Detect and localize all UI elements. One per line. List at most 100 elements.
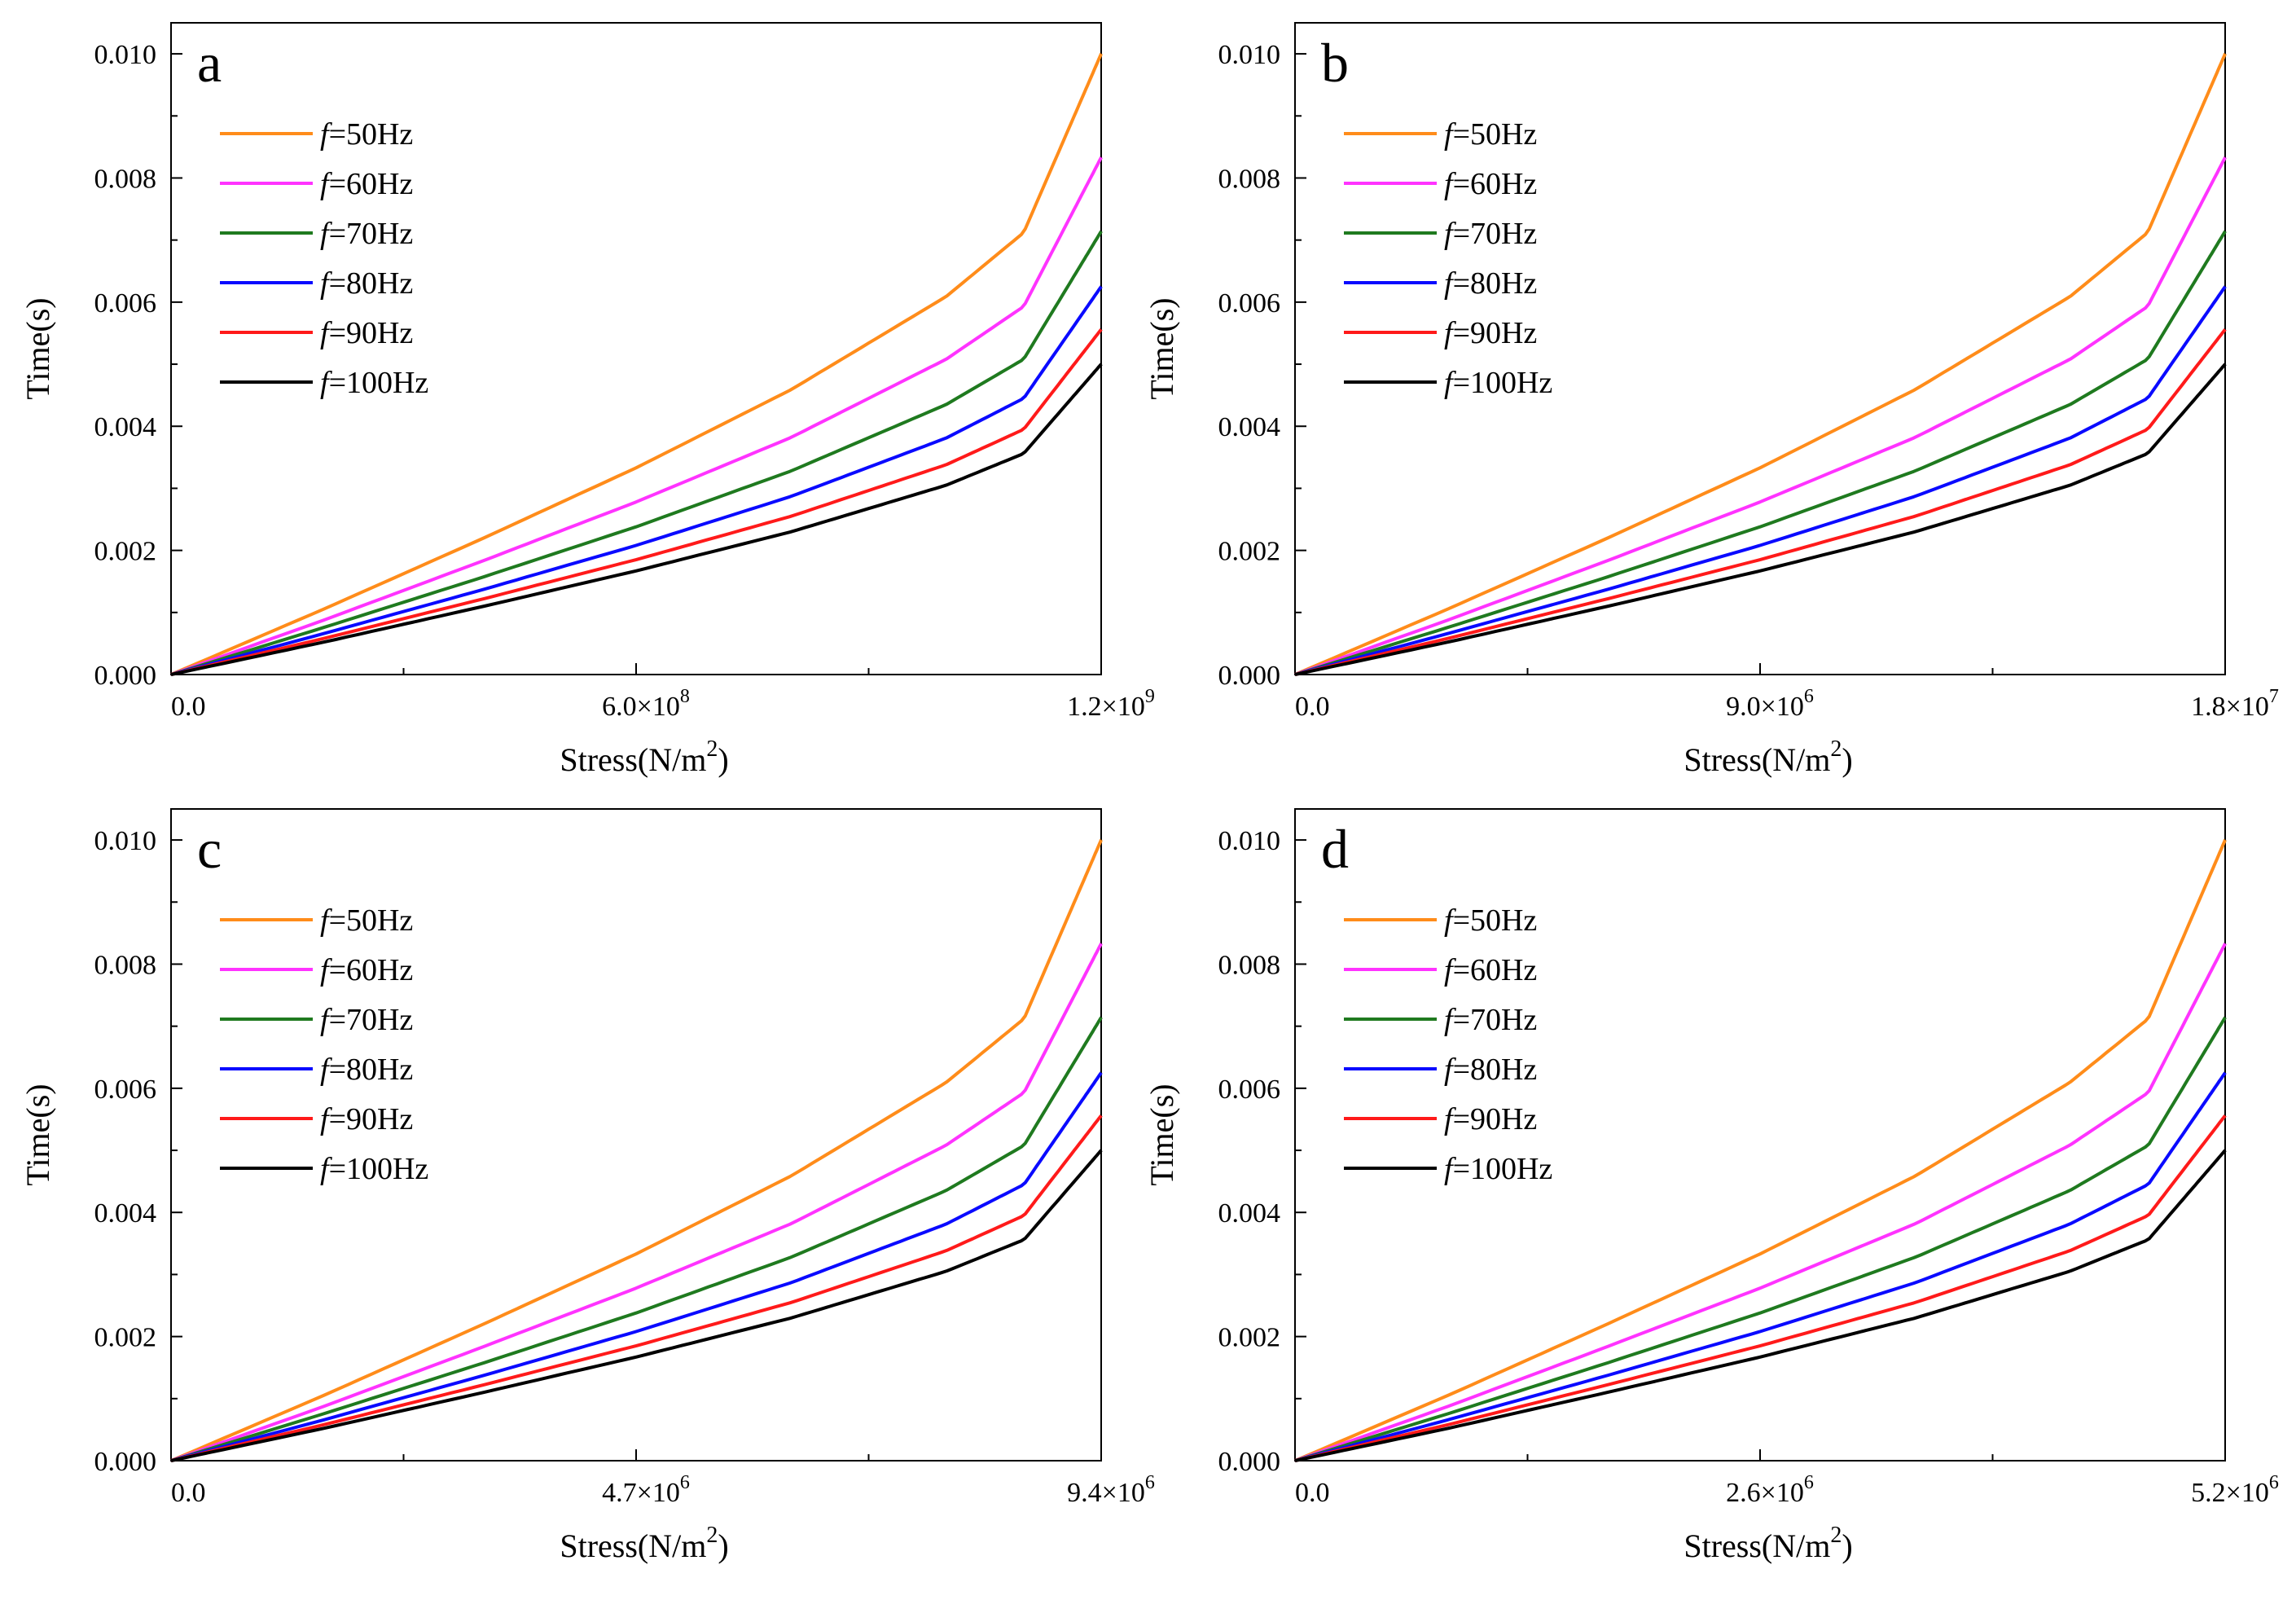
series-line-50hz	[170, 838, 1103, 1462]
x-tick-label: 2.6×106	[1726, 1472, 1814, 1508]
x-axis-label: Stress(N/m2)	[560, 736, 728, 778]
y-tick-label: 0.004	[94, 412, 157, 442]
legend-label-50hz: f=50Hz	[1444, 117, 1537, 152]
series-line-60hz	[170, 156, 1103, 676]
series-line-100hz	[1294, 363, 2227, 676]
y-tick-label: 0.006	[94, 1075, 157, 1105]
chart-panel-d: 0.000 0.002 0.004 0.006 0.008 0.010 0.0 2.6×106…	[1144, 808, 2279, 1564]
series-line-80hz	[1294, 284, 2227, 676]
series-line-60hz	[1294, 156, 2227, 676]
series-line-80hz	[1294, 1070, 2227, 1462]
series-line-100hz	[170, 1149, 1103, 1462]
legend-label-100hz: f=100Hz	[320, 366, 428, 400]
chart-panel-a: 0.000 0.002 0.004 0.006 0.008 0.010 0.0 6.0×108…	[20, 22, 1155, 778]
legend-label-90hz: f=90Hz	[320, 1102, 413, 1136]
x-tick-label: 0.0	[1295, 1478, 1330, 1508]
series-line-90hz	[1294, 327, 2227, 676]
legend-label-90hz: f=90Hz	[320, 316, 413, 350]
y-tick-label: 0.004	[94, 1198, 157, 1229]
chart-panel-b: 0.000 0.002 0.004 0.006 0.008 0.010 0.0 9.0×106…	[1144, 22, 2279, 778]
y-tick-label: 0.008	[94, 950, 157, 980]
x-axis-label: Stress(N/m2)	[1684, 1523, 1852, 1564]
series-line-50hz	[1294, 52, 2227, 676]
legend-label-50hz: f=50Hz	[320, 117, 413, 152]
x-tick-label: 5.2×106	[2191, 1472, 2279, 1508]
y-tick-label: 0.004	[1218, 412, 1281, 442]
legend-label-80hz: f=80Hz	[1444, 1053, 1537, 1087]
y-tick-label: 0.004	[1218, 1198, 1281, 1229]
legend-label-90hz: f=90Hz	[1444, 1102, 1537, 1136]
x-tick-label: 0.0	[171, 1478, 206, 1508]
series-line-90hz	[170, 1114, 1103, 1462]
legend-label-70hz: f=70Hz	[1444, 1003, 1537, 1037]
series-line-50hz	[170, 52, 1103, 676]
legend-label-60hz: f=60Hz	[1444, 953, 1537, 987]
y-tick-label: 0.002	[94, 1323, 157, 1353]
chart-panel-c: 0.000 0.002 0.004 0.006 0.008 0.010 0.0 4.7×106…	[20, 808, 1155, 1564]
x-tick-label: 0.0	[1295, 692, 1330, 722]
legend-label-100hz: f=100Hz	[320, 1152, 428, 1186]
legend-label-70hz: f=70Hz	[1444, 217, 1537, 251]
legend-label-80hz: f=80Hz	[320, 1053, 413, 1087]
legend-label-70hz: f=70Hz	[320, 1003, 413, 1037]
y-tick-label: 0.010	[1218, 826, 1281, 856]
x-axis-label: Stress(N/m2)	[1684, 736, 1852, 778]
series-line-60hz	[1294, 942, 2227, 1462]
y-tick-label: 0.000	[1218, 1447, 1281, 1477]
series-line-50hz	[1294, 838, 2227, 1462]
x-tick-label: 9.0×106	[1726, 686, 1814, 722]
y-axis-label: Time(s)	[20, 1084, 56, 1185]
series-line-60hz	[170, 942, 1103, 1462]
y-axis-label: Time(s)	[1144, 297, 1180, 399]
series-line-90hz	[170, 327, 1103, 676]
legend-label-60hz: f=60Hz	[1444, 167, 1537, 201]
panel-label: c	[197, 818, 222, 880]
legend-label-50hz: f=50Hz	[1444, 903, 1537, 938]
series-line-70hz	[170, 1016, 1103, 1462]
x-tick-label: 1.2×109	[1067, 686, 1155, 722]
y-tick-label: 0.000	[94, 661, 157, 691]
series-line-70hz	[170, 230, 1103, 676]
y-tick-label: 0.006	[1218, 288, 1281, 319]
series-line-100hz	[1294, 1149, 2227, 1462]
legend-label-90hz: f=90Hz	[1444, 316, 1537, 350]
legend-label-100hz: f=100Hz	[1444, 1152, 1552, 1186]
y-tick-label: 0.010	[94, 40, 157, 70]
y-tick-label: 0.010	[1218, 40, 1281, 70]
series-line-90hz	[1294, 1114, 2227, 1462]
y-tick-label: 0.002	[1218, 1323, 1281, 1353]
series-line-80hz	[170, 284, 1103, 676]
y-tick-label: 0.008	[1218, 164, 1281, 194]
series-line-70hz	[1294, 1016, 2227, 1462]
legend-label-60hz: f=60Hz	[320, 953, 413, 987]
x-tick-label: 1.8×107	[2191, 686, 2279, 722]
y-tick-label: 0.002	[94, 537, 157, 567]
y-tick-label: 0.006	[94, 288, 157, 319]
legend-label-60hz: f=60Hz	[320, 167, 413, 201]
series-line-70hz	[1294, 230, 2227, 676]
panel-label: a	[197, 32, 222, 94]
y-axis-label: Time(s)	[20, 297, 56, 399]
panel-label: d	[1321, 818, 1349, 880]
legend-label-70hz: f=70Hz	[320, 217, 413, 251]
x-tick-label: 9.4×106	[1067, 1472, 1155, 1508]
series-line-100hz	[170, 363, 1103, 676]
legend-label-80hz: f=80Hz	[320, 266, 413, 301]
y-tick-label: 0.002	[1218, 537, 1281, 567]
series-line-80hz	[170, 1070, 1103, 1462]
legend-label-80hz: f=80Hz	[1444, 266, 1537, 301]
x-tick-label: 0.0	[171, 692, 206, 722]
legend-label-50hz: f=50Hz	[320, 903, 413, 938]
y-tick-label: 0.008	[94, 164, 157, 194]
y-tick-label: 0.006	[1218, 1075, 1281, 1105]
y-tick-label: 0.000	[1218, 661, 1281, 691]
x-tick-label: 6.0×108	[602, 686, 690, 722]
y-tick-label: 0.000	[94, 1447, 157, 1477]
legend-label-100hz: f=100Hz	[1444, 366, 1552, 400]
x-tick-label: 4.7×106	[602, 1472, 690, 1508]
y-axis-label: Time(s)	[1144, 1084, 1180, 1185]
x-axis-label: Stress(N/m2)	[560, 1523, 728, 1564]
panel-label: b	[1321, 32, 1349, 94]
y-tick-label: 0.008	[1218, 950, 1281, 980]
